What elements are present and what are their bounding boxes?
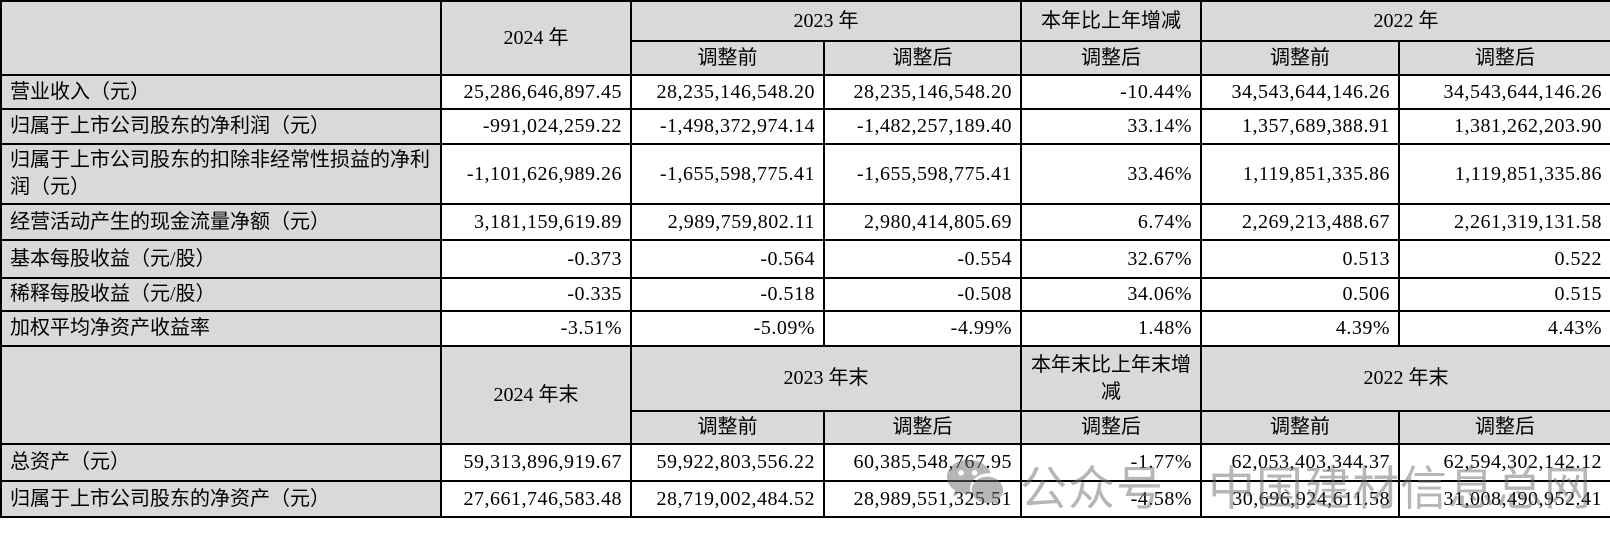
subheader-2022-eoy-after: 调整后: [1398, 410, 1610, 445]
operating-cash-flow-change: 6.74%: [1020, 203, 1202, 241]
deducted-net-profit-change: 33.46%: [1020, 143, 1202, 205]
net-profit-change: 33.14%: [1020, 108, 1202, 145]
subheader-change-after: 调整后: [1020, 40, 1202, 76]
net-assets-2023-after: 28,989,551,325.51: [823, 480, 1022, 518]
header-row-eoy-adjustments: 调整前 调整后 调整后 调整前 调整后: [1, 410, 1610, 445]
deducted-net-profit-2022-after: 1,119,851,335.86: [1398, 143, 1610, 205]
revenue-2022-before: 34,543,644,146.26: [1200, 74, 1400, 110]
revenue-2023-before: 28,235,146,548.20: [630, 74, 825, 110]
header-row-eoy-years: 2024 年末 2023 年末 本年末比上年末增减 2022 年末: [0, 345, 1610, 445]
revenue-2022-after: 34,543,644,146.26: [1398, 74, 1610, 110]
net-assets-2024: 27,661,746,583.48: [440, 480, 632, 518]
header-2024-eoy: 2024 年末: [440, 345, 632, 445]
revenue-change: -10.44%: [1020, 74, 1202, 110]
row-label-weighted-avg-roe: 加权平均净资产收益率: [0, 310, 442, 347]
net-assets-change: -4.58%: [1020, 480, 1202, 518]
deducted-net-profit-2023-after: -1,655,598,775.41: [823, 143, 1022, 205]
row-label-operating-cash-flow: 经营活动产生的现金流量净额（元）: [0, 203, 442, 241]
deducted-net-profit-2022-before: 1,119,851,335.86: [1200, 143, 1400, 205]
basic-eps-2023-after: -0.554: [823, 239, 1022, 279]
subheader-2023-eoy-after: 调整后: [823, 410, 1022, 445]
row-label-basic-eps: 基本每股收益（元/股）: [0, 239, 442, 279]
weighted-avg-roe-2022-before: 4.39%: [1200, 310, 1400, 347]
table-row-total-assets: 总资产（元） 59,313,896,919.67 59,922,803,556.…: [0, 443, 1610, 482]
subheader-2023-after: 调整后: [823, 40, 1022, 76]
header-row-years: 2024 年 2023 年 本年比上年增减 2022 年: [0, 0, 1610, 76]
net-profit-2022-before: 1,357,689,388.91: [1200, 108, 1400, 145]
diluted-eps-2024: -0.335: [440, 277, 632, 312]
table-row-deducted-net-profit: 归属于上市公司股东的扣除非经常性损益的净利润（元） -1,101,626,989…: [0, 143, 1610, 205]
financial-summary-table: 2024 年 2023 年 本年比上年增减 2022 年 调整前 调整后 调整后…: [0, 0, 1610, 518]
weighted-avg-roe-change: 1.48%: [1020, 310, 1202, 347]
row-label-diluted-eps: 稀释每股收益（元/股）: [0, 277, 442, 312]
basic-eps-change: 32.67%: [1020, 239, 1202, 279]
header-row-adjustments: 调整前 调整后 调整后 调整前 调整后: [1, 40, 1610, 76]
diluted-eps-2023-after: -0.508: [823, 277, 1022, 312]
diluted-eps-change: 34.06%: [1020, 277, 1202, 312]
header-2024: 2024 年: [440, 0, 632, 76]
basic-eps-2024: -0.373: [440, 239, 632, 279]
total-assets-2022-after: 62,594,302,142.12: [1398, 443, 1610, 482]
deducted-net-profit-2023-before: -1,655,598,775.41: [630, 143, 825, 205]
table-row-diluted-eps: 稀释每股收益（元/股） -0.335 -0.518 -0.508 34.06% …: [0, 277, 1610, 312]
deducted-net-profit-2024: -1,101,626,989.26: [440, 143, 632, 205]
header-2023-eoy: 2023 年末: [630, 345, 1022, 412]
net-profit-2022-after: 1,381,262,203.90: [1398, 108, 1610, 145]
header-2022: 2022 年: [1200, 0, 1610, 42]
net-profit-2024: -991,024,259.22: [440, 108, 632, 145]
total-assets-2022-before: 62,053,403,344.37: [1200, 443, 1400, 482]
operating-cash-flow-2023-after: 2,980,414,805.69: [823, 203, 1022, 241]
diluted-eps-2022-after: 0.515: [1398, 277, 1610, 312]
subheader-2022-after: 调整后: [1398, 40, 1610, 76]
operating-cash-flow-2023-before: 2,989,759,802.11: [630, 203, 825, 241]
basic-eps-2023-before: -0.564: [630, 239, 825, 279]
weighted-avg-roe-2023-before: -5.09%: [630, 310, 825, 347]
row-label-revenue: 营业收入（元）: [0, 74, 442, 110]
corner-cell: [0, 0, 442, 76]
diluted-eps-2022-before: 0.506: [1200, 277, 1400, 312]
subheader-2023-before: 调整前: [630, 40, 825, 76]
header-change-eoy: 本年末比上年末增减: [1020, 345, 1202, 412]
subheader-change-eoy-after: 调整后: [1020, 410, 1202, 445]
net-profit-2023-before: -1,498,372,974.14: [630, 108, 825, 145]
weighted-avg-roe-2023-after: -4.99%: [823, 310, 1022, 347]
header-2022-eoy: 2022 年末: [1200, 345, 1610, 412]
net-assets-2022-before: 30,696,924,611.58: [1200, 480, 1400, 518]
operating-cash-flow-2024: 3,181,159,619.89: [440, 203, 632, 241]
diluted-eps-2023-before: -0.518: [630, 277, 825, 312]
net-assets-2022-after: 31,008,490,952.41: [1398, 480, 1610, 518]
basic-eps-2022-before: 0.513: [1200, 239, 1400, 279]
table-row-net-profit: 归属于上市公司股东的净利润（元） -991,024,259.22 -1,498,…: [0, 108, 1610, 145]
revenue-2023-after: 28,235,146,548.20: [823, 74, 1022, 110]
row-label-net-profit: 归属于上市公司股东的净利润（元）: [0, 108, 442, 145]
operating-cash-flow-2022-before: 2,269,213,488.67: [1200, 203, 1400, 241]
table-row-operating-cash-flow: 经营活动产生的现金流量净额（元） 3,181,159,619.89 2,989,…: [0, 203, 1610, 241]
row-label-deducted-net-profit: 归属于上市公司股东的扣除非经常性损益的净利润（元）: [0, 143, 442, 205]
total-assets-change: -1.77%: [1020, 443, 1202, 482]
total-assets-2023-after: 60,385,548,767.95: [823, 443, 1022, 482]
corner-cell-eoy: [0, 345, 442, 445]
row-label-net-assets: 归属于上市公司股东的净资产（元）: [0, 480, 442, 518]
table-row-net-assets: 归属于上市公司股东的净资产（元） 27,661,746,583.48 28,71…: [0, 480, 1610, 518]
net-profit-2023-after: -1,482,257,189.40: [823, 108, 1022, 145]
total-assets-2024: 59,313,896,919.67: [440, 443, 632, 482]
table-row-weighted-avg-roe: 加权平均净资产收益率 -3.51% -5.09% -4.99% 1.48% 4.…: [0, 310, 1610, 347]
revenue-2024: 25,286,646,897.45: [440, 74, 632, 110]
operating-cash-flow-2022-after: 2,261,319,131.58: [1398, 203, 1610, 241]
table-row-revenue: 营业收入（元） 25,286,646,897.45 28,235,146,548…: [0, 74, 1610, 110]
subheader-2022-before: 调整前: [1200, 40, 1400, 76]
header-2023: 2023 年: [630, 0, 1022, 42]
table-row-basic-eps: 基本每股收益（元/股） -0.373 -0.564 -0.554 32.67% …: [0, 239, 1610, 279]
net-assets-2023-before: 28,719,002,484.52: [630, 480, 825, 518]
subheader-2022-eoy-before: 调整前: [1200, 410, 1400, 445]
subheader-2023-eoy-before: 调整前: [630, 410, 825, 445]
total-assets-2023-before: 59,922,803,556.22: [630, 443, 825, 482]
header-change: 本年比上年增减: [1020, 0, 1202, 42]
weighted-avg-roe-2022-after: 4.43%: [1398, 310, 1610, 347]
basic-eps-2022-after: 0.522: [1398, 239, 1610, 279]
weighted-avg-roe-2024: -3.51%: [440, 310, 632, 347]
row-label-total-assets: 总资产（元）: [0, 443, 442, 482]
